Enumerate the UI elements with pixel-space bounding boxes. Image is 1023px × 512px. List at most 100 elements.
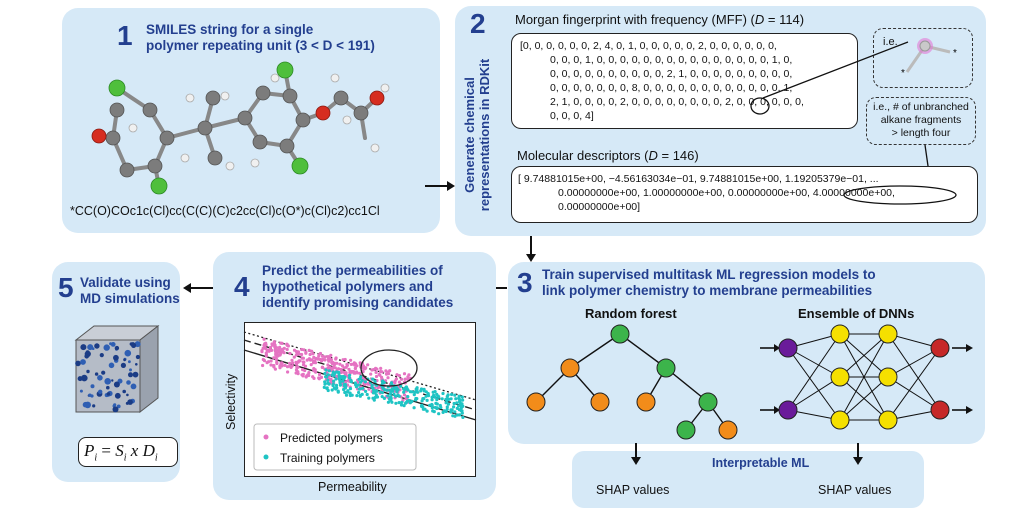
scatter-point: [403, 386, 407, 390]
md-molecule: [123, 358, 126, 362]
scatter-point: [342, 370, 346, 374]
scatter-point: [316, 357, 320, 361]
scatter-point: [382, 396, 386, 400]
scatter-point: [290, 358, 294, 362]
scatter-point: [301, 368, 305, 372]
scatter-point: [412, 393, 416, 397]
scatter-point: [331, 370, 335, 374]
scatter-point: [422, 397, 426, 401]
scatter-point: [274, 353, 278, 357]
scatter-point: [338, 380, 342, 384]
step5-title-line1: Validate using: [80, 275, 171, 290]
md-molecule: [104, 378, 111, 385]
step4-title: Predict the permeabilities of hypothetic…: [262, 263, 453, 311]
md-molecule: [92, 404, 96, 408]
md-line: [ 9.74881015e+00, −4.56163034e−01, 9.748…: [518, 173, 879, 185]
interpretable-ml-panel: [572, 451, 924, 508]
scatter-point: [381, 379, 385, 383]
scatter-point: [330, 362, 335, 366]
step3-title: Train supervised multitask ML regression…: [542, 267, 876, 299]
scatter-point: [334, 383, 339, 387]
mff-line: [0, 0, 0, 0, 0, 0, 2, 4, 0, 1, 0, 0, 0, …: [520, 40, 777, 52]
md-title-value: = 146): [657, 148, 699, 163]
md-molecule: [135, 363, 138, 366]
step1-title-line2: polymer repeating unit (3 < D < 191): [146, 38, 375, 53]
formula-sub-i: i: [154, 452, 158, 464]
scatter-point: [433, 405, 437, 410]
interpretable-ml-label: Interpretable ML: [712, 456, 810, 470]
step1-title-line1: SMILES string for a single: [146, 22, 314, 37]
scatter-point: [361, 364, 366, 368]
md-molecule: [84, 350, 91, 357]
scatter-point: [311, 352, 315, 356]
scatter-point: [308, 352, 312, 357]
scatter-point: [344, 365, 348, 369]
scatter-point: [338, 362, 342, 366]
scatter-point: [352, 371, 356, 375]
scatter-point: [320, 354, 325, 358]
scatter-point: [319, 375, 324, 379]
md-molecule: [86, 369, 90, 374]
scatter-point: [434, 401, 438, 405]
smiles-string: *CC(O)COc1c(Cl)cc(C(C)(C)c2cc(Cl)c(O*)c(…: [70, 204, 380, 218]
scatter-point: [353, 366, 357, 371]
scatter-point: [336, 367, 341, 371]
scatter-point: [459, 406, 463, 410]
scatter-point: [435, 398, 439, 402]
md-line: 0.00000000e+00, 1.00000000e+00, 0.000000…: [558, 187, 895, 199]
scatter-point: [412, 406, 416, 410]
scatter-point: [444, 397, 448, 401]
scatter-point: [386, 376, 390, 380]
scatter-point: [430, 398, 434, 402]
scatter-point: [389, 396, 393, 400]
scatter-point: [312, 376, 316, 380]
scatter-point: [408, 390, 412, 394]
scatter-point: [294, 371, 298, 375]
scatter-point: [326, 357, 330, 362]
scatter-point: [359, 380, 363, 384]
scatter-point: [292, 348, 297, 352]
scatter-point: [415, 397, 419, 401]
scatter-point: [301, 356, 305, 360]
scatter-point: [355, 371, 359, 375]
scatter-point: [334, 377, 338, 381]
scatter-point: [419, 387, 424, 391]
md-molecule: [97, 375, 103, 381]
scatter-point: [419, 404, 424, 408]
mff-line: 2, 1, 0, 0, 0, 0, 2, 0, 0, 0, 0, 0, 0, 0…: [550, 96, 804, 108]
scatter-point: [397, 380, 401, 384]
scatter-point: [426, 392, 430, 396]
scatter-point: [341, 374, 346, 379]
scatter-point: [349, 358, 353, 362]
step2-vtitle-line2: representations in RDKit: [477, 58, 492, 212]
scatter-point: [323, 371, 327, 376]
mff-title: Morgan fingerprint with frequency (MFF) …: [515, 12, 804, 27]
md-molecule: [124, 349, 132, 357]
scatter-point: [366, 363, 370, 367]
scatter-point: [334, 357, 338, 361]
scatter-point: [324, 368, 328, 372]
mff-line: 0, 0, 0, 1, 0, 0, 0, 0, 0, 0, 0, 0, 0, 0…: [550, 54, 793, 66]
scatter-point: [327, 382, 331, 386]
md-vector-box: [511, 166, 978, 223]
scatter-point: [349, 362, 353, 366]
scatter-point: [422, 389, 426, 393]
scatter-point: [400, 400, 404, 404]
scatter-point: [355, 394, 359, 398]
step4-title-line2: hypothetical polymers and: [262, 279, 434, 294]
ie-label: i.e.: [883, 36, 898, 48]
scatter-point: [425, 398, 429, 402]
scatter-point: [446, 402, 451, 406]
scatter-point: [279, 341, 283, 345]
scatter-point: [367, 396, 371, 400]
scatter-point: [361, 386, 365, 390]
scatter-point: [325, 375, 329, 379]
mff-line: 0, 0, 0, 0, 0, 0, 0, 8, 0, 0, 0, 0, 0, 0…: [550, 82, 793, 94]
ie-note-line: i.e., # of unbranched: [873, 101, 969, 113]
scatter-point: [286, 370, 290, 374]
formula-sub-i: i: [123, 452, 127, 464]
step3-title-line2: link polymer chemistry to membrane perme…: [542, 283, 873, 298]
svg-text:*: *: [953, 48, 957, 59]
md-simulation-box: [74, 324, 160, 414]
scatter-point: [415, 386, 419, 390]
